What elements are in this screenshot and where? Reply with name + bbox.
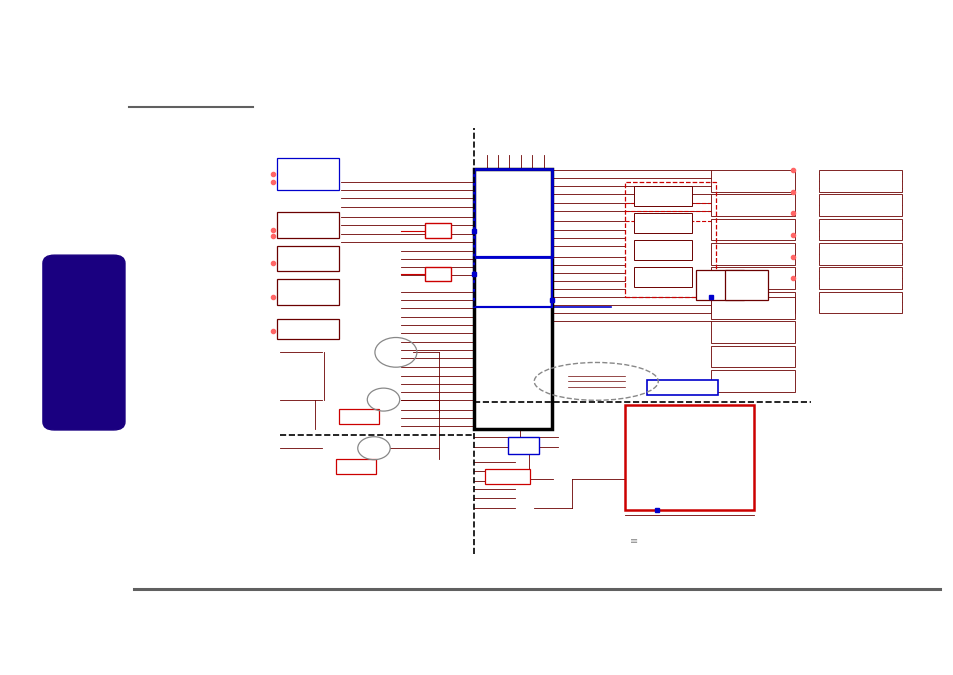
Bar bbox=[818, 170, 902, 192]
Bar bbox=[276, 212, 338, 238]
Bar bbox=[710, 243, 794, 265]
Bar bbox=[634, 213, 691, 233]
Bar bbox=[710, 267, 794, 289]
Bar bbox=[710, 292, 794, 313]
Bar bbox=[634, 267, 691, 287]
Bar bbox=[710, 297, 794, 319]
Bar bbox=[646, 380, 718, 395]
Bar bbox=[624, 405, 753, 510]
Bar bbox=[335, 459, 375, 474]
Bar bbox=[818, 219, 902, 240]
Bar bbox=[474, 256, 552, 307]
Bar bbox=[710, 321, 794, 343]
Bar bbox=[276, 279, 338, 305]
Bar bbox=[710, 170, 794, 192]
FancyBboxPatch shape bbox=[43, 255, 125, 430]
Bar bbox=[634, 186, 691, 206]
Bar bbox=[710, 370, 794, 392]
Bar bbox=[818, 267, 902, 289]
Bar bbox=[276, 319, 338, 339]
Bar bbox=[338, 409, 378, 424]
Bar bbox=[710, 219, 794, 240]
Text: ≡: ≡ bbox=[630, 537, 638, 546]
Bar bbox=[484, 469, 530, 484]
Bar bbox=[818, 194, 902, 216]
Bar bbox=[474, 169, 552, 429]
Bar bbox=[424, 223, 451, 238]
Bar bbox=[710, 194, 794, 216]
Bar bbox=[276, 246, 338, 271]
Bar bbox=[724, 270, 767, 300]
Bar bbox=[634, 240, 691, 260]
Bar bbox=[710, 346, 794, 367]
Bar bbox=[424, 267, 451, 281]
Bar bbox=[624, 182, 715, 297]
Bar bbox=[276, 158, 338, 190]
Bar bbox=[818, 292, 902, 313]
Bar bbox=[818, 243, 902, 265]
Bar bbox=[696, 270, 743, 300]
Bar bbox=[474, 169, 552, 256]
Bar bbox=[508, 437, 538, 454]
